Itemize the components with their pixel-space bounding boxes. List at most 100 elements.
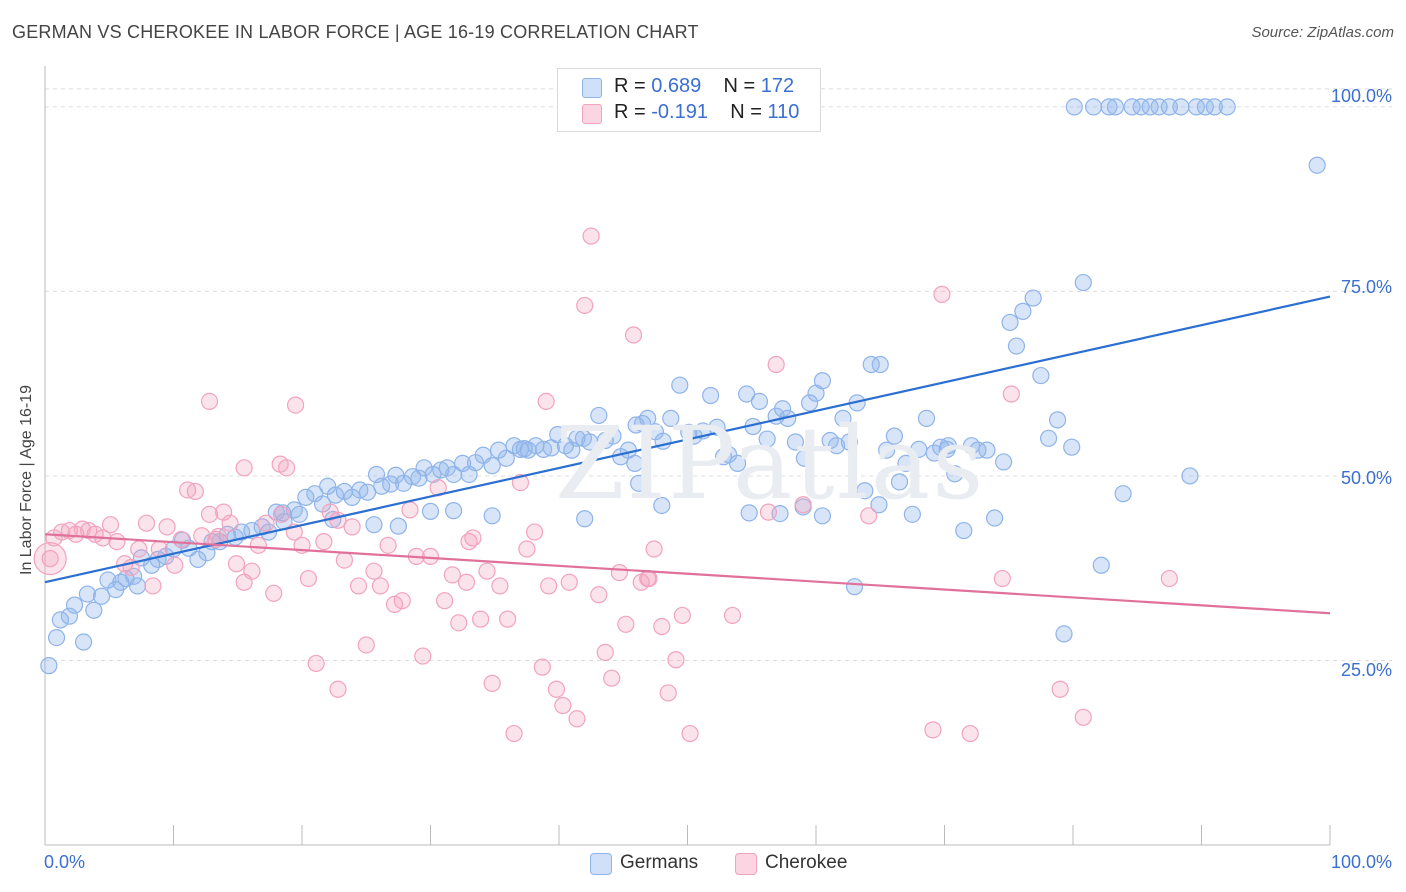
germans-point <box>394 474 413 492</box>
cherokee-point <box>1074 708 1092 726</box>
germans-point <box>786 433 805 451</box>
germans-point <box>955 521 973 540</box>
cherokee-point <box>329 680 347 698</box>
germans-point <box>403 468 422 486</box>
cherokee-point <box>200 505 219 523</box>
trendlines <box>44 295 1331 615</box>
germans-point <box>890 473 909 491</box>
cherokee-point <box>1051 680 1069 698</box>
germans-point <box>834 409 852 427</box>
cherokee-point <box>443 566 461 584</box>
cherokee-point <box>271 455 289 473</box>
cherokee-point <box>667 651 685 669</box>
germans-point <box>604 427 622 445</box>
cherokee-point <box>499 610 517 628</box>
germans-point <box>1196 98 1214 116</box>
cherokee-point <box>193 527 211 545</box>
germans-trendline <box>44 295 1331 584</box>
cherokee-point <box>329 511 347 529</box>
germans-point <box>845 578 864 596</box>
cherokee-point <box>371 577 389 595</box>
germans-point <box>925 444 943 462</box>
cherokee-point <box>286 396 305 414</box>
cherokee-point <box>511 473 530 492</box>
germans-point <box>740 504 758 522</box>
germans-point <box>1187 98 1205 116</box>
germans-point <box>750 392 769 411</box>
germans-point <box>365 516 383 534</box>
cherokee-point <box>101 516 120 534</box>
cherokee-point <box>1002 385 1020 403</box>
cherokee-point <box>653 617 671 636</box>
germans-point <box>738 385 756 403</box>
germans-point <box>885 427 903 445</box>
y-tick-label: 50.0% <box>1340 468 1392 488</box>
cherokee-point <box>172 530 190 549</box>
germans-point <box>51 611 70 629</box>
germans-point <box>720 445 738 464</box>
cherokee-point <box>401 501 419 519</box>
germans-point <box>878 441 896 459</box>
r-value: 0.689 <box>651 75 702 97</box>
germans-point <box>40 657 58 675</box>
cherokee-point <box>794 496 812 514</box>
cherokee-point <box>144 577 162 595</box>
germans-point <box>568 429 586 447</box>
series-cherokee <box>33 227 1178 743</box>
germans-point <box>483 507 501 525</box>
germans-point <box>1181 467 1199 485</box>
cherokee-point <box>137 514 156 532</box>
germans-point <box>410 469 428 487</box>
germans-point <box>978 441 996 459</box>
cherokee-point <box>450 614 468 632</box>
germans-point <box>60 607 79 625</box>
cherokee-point <box>640 569 658 588</box>
cherokee-point <box>610 564 628 582</box>
germans-point <box>827 437 846 455</box>
germans-point <box>1032 366 1050 385</box>
chart-title: GERMAN VS CHEROKEE IN LABOR FORCE | AGE … <box>12 22 699 42</box>
cherokee-point <box>993 569 1011 588</box>
germans-point <box>1123 98 1141 116</box>
cherokee-point <box>257 514 275 532</box>
germans-point <box>1065 98 1083 116</box>
cherokee-point <box>681 724 699 743</box>
cherokee-point <box>243 562 261 580</box>
cherokee-point <box>166 556 184 574</box>
cherokee-point <box>393 592 411 610</box>
germans-point <box>938 440 956 458</box>
cherokee-point <box>537 392 555 411</box>
germans-point <box>1106 98 1125 116</box>
cherokee-point <box>568 710 586 728</box>
cherokee-point <box>335 551 354 569</box>
germans-point <box>415 459 433 477</box>
germans-point <box>671 376 689 394</box>
germans-point <box>630 474 648 492</box>
germans-point <box>483 457 501 475</box>
germans-point <box>626 454 644 473</box>
cherokee-point <box>860 507 878 525</box>
cherokee-point <box>759 503 778 521</box>
cherokee-point <box>576 296 594 315</box>
germans-point <box>438 459 456 477</box>
cherokee-point <box>472 610 490 628</box>
germans-point <box>515 440 533 458</box>
cherokee-point <box>645 540 663 558</box>
germans-point <box>870 496 888 514</box>
cherokee-legend-swatch <box>735 853 757 875</box>
germans-point <box>1141 98 1159 116</box>
germans-point <box>590 406 608 425</box>
cherokee-point <box>673 606 691 625</box>
germans-point <box>576 510 594 528</box>
germans-point <box>1132 98 1150 116</box>
germans-point <box>497 449 515 467</box>
cherokee-point-large <box>33 542 67 576</box>
germans-point <box>702 386 720 405</box>
germans-point <box>297 488 315 506</box>
germans-point <box>143 556 161 574</box>
germans-swatch <box>582 78 602 98</box>
cherokee-point <box>723 606 742 625</box>
germans-point <box>1048 411 1067 429</box>
n-label: N = <box>730 101 762 123</box>
germans-point <box>85 601 103 619</box>
